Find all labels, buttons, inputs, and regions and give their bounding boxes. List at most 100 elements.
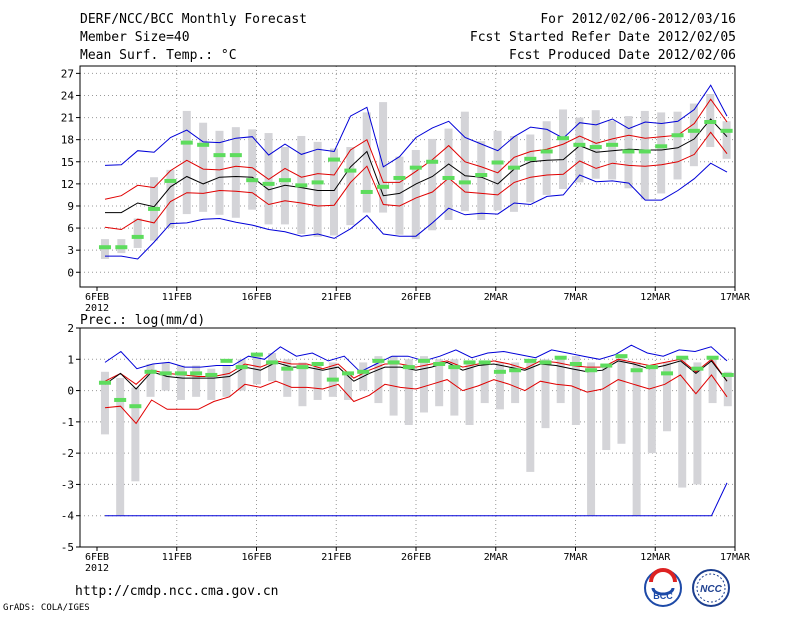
prec-observed-mark [402,365,415,370]
temp-ensemble-box [346,147,355,226]
fcst-produced-date: Fcst Produced Date 2012/02/06 [509,48,736,63]
forecast-period: For 2012/02/06-2012/03/16 [540,12,736,27]
prec-observed-mark [205,372,218,377]
temp-xtick-year: 2012 [85,303,109,314]
temp-observed-mark [458,180,471,185]
temp-ensemble-box [166,169,175,229]
temp-ensemble-box [428,138,437,231]
temp-ensemble-box [673,111,682,180]
temp-observed-mark [246,178,259,183]
prec-observed-mark [296,365,309,370]
prec-xtick-label: 6FEB [85,552,109,563]
prec-ensemble-box [237,359,246,391]
temp-series-ensemble-max [104,84,728,168]
prec-ytick-label: -5 [61,541,74,554]
prec-panel-label: Prec.: log(mm/d) [80,313,205,328]
prec-observed-mark [493,369,506,374]
prec-observed-mark [630,368,643,373]
temp-ensemble-box [231,127,240,218]
ncc-logo-text: NCC [700,584,722,595]
chart-title: DERF/NCC/BCC Monthly Forecast [80,12,307,27]
temp-observed-mark [540,149,553,154]
prec-ytick-label: -1 [61,416,74,429]
prec-ensemble-box [632,362,641,516]
member-size: Member Size=40 [80,30,190,45]
temp-observed-mark [180,140,193,145]
prec-observed-mark [250,352,263,357]
temp-ensemble-box [215,130,224,215]
temp-ytick-label: 3 [67,244,74,257]
temp-observed-mark [442,175,455,180]
prec-ensemble-box [435,359,444,407]
temp-observed-mark [377,184,390,189]
prec-observed-mark [235,365,248,370]
temp-observed-mark [491,160,504,165]
temp-observed-mark [344,168,357,173]
temp-observed-mark [409,165,422,170]
prec-observed-mark [585,368,598,373]
prec-ensemble-box [556,359,565,404]
prec-series-mean-spread [104,374,728,425]
temp-panel-label: Mean Surf. Temp.: °C [80,48,237,63]
prec-observed-mark [524,358,537,363]
temp-observed-mark [606,142,619,147]
temp-observed-mark [573,142,586,147]
prec-ensemble-box [587,362,596,516]
prec-observed-mark [706,355,719,360]
prec-observed-mark [509,368,522,373]
temp-observed-mark [197,142,210,147]
temp-xtick-label: 21FEB [321,292,351,303]
prec-observed-mark [539,360,552,365]
prec-observed-mark [448,365,461,370]
prec-ensemble-box [207,368,216,400]
prec-observed-mark [159,371,172,376]
prec-ensemble-box [495,362,504,410]
prec-ensemble-box [708,356,717,404]
prec-plot-frame [79,327,736,548]
prec-xtick-label: 16FEB [241,552,271,563]
temp-xtick-label: 26FEB [401,292,431,303]
temp-series-mean-spread [104,131,728,231]
temp-observed-mark [393,175,406,180]
prec-observed-mark [372,358,385,363]
prec-observed-mark [114,397,127,402]
temp-ensemble-box [444,128,453,220]
prec-xtick-label: 26FEB [401,552,431,563]
prec-observed-mark [417,358,430,363]
temp-observed-mark [638,149,651,154]
prec-ytick-label: 0 [67,385,74,398]
temp-ensemble-box [248,129,257,210]
prec-ensemble-box [571,356,580,425]
temp-ensemble-box [509,135,518,212]
prec-ensemble-box [602,365,611,451]
prec-ytick-label: 1 [67,353,74,366]
temp-observed-mark [671,133,684,138]
temp-ytick-label: 15 [61,156,74,169]
prec-ensemble-box [450,359,459,416]
ncc-logo: NCC [692,569,730,607]
temp-observed-mark [262,181,275,186]
temp-ensemble-box [657,112,666,194]
prec-observed-mark [311,361,324,366]
prec-observed-mark [174,371,187,376]
temp-observed-mark [475,173,488,178]
fcst-started-date: Fcst Started Refer Date 2012/02/05 [469,30,736,45]
temp-xtick-label: 2MAR [484,292,509,303]
prec-ensemble-box [131,387,140,482]
temp-observed-mark [524,156,537,161]
bcc-logo: BCC [644,568,682,607]
temp-series-ensemble-min [105,162,728,260]
prec-series-ensemble-min [105,482,728,517]
prec-ensemble-box [678,356,687,488]
prec-ensemble-box [541,359,550,429]
prec-observed-mark [645,365,658,370]
source-url[interactable]: http://cmdp.ncc.cma.gov.cn [75,584,279,599]
temp-observed-mark [148,206,161,211]
temp-ensemble-box [199,122,208,212]
temp-xtick-label: 12MAR [640,292,671,303]
temp-ytick-label: 18 [61,134,74,147]
temp-observed-mark [295,183,308,188]
prec-ensemble-box [298,362,307,407]
temp-xtick-label: 6FEB [85,292,109,303]
